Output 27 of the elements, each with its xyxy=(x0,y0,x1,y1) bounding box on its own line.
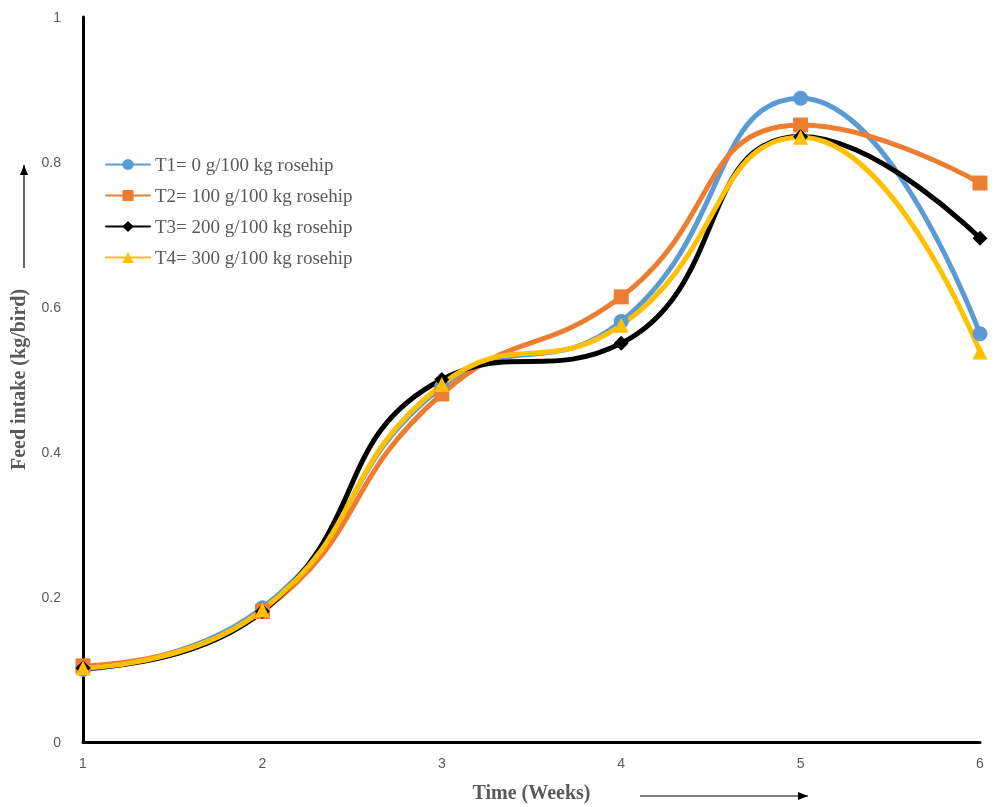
legend-label: T3= 200 g/100 kg rosehip xyxy=(155,216,353,237)
x-tick-label: 3 xyxy=(437,755,446,771)
point xyxy=(972,175,988,191)
x-tick-label: 2 xyxy=(258,755,267,771)
x-tick-label: 1 xyxy=(79,755,88,771)
y-tick-label: 0 xyxy=(53,734,62,750)
point xyxy=(972,344,988,360)
y-axis-title: Feed intake (kg/bird) xyxy=(7,288,30,471)
point xyxy=(613,289,629,305)
y-tick-label: 0.6 xyxy=(41,299,62,315)
point xyxy=(793,90,809,106)
point xyxy=(972,230,988,246)
x-axis-title: Time (Weeks) xyxy=(472,781,591,804)
legend-label: T2= 100 g/100 kg rosehip xyxy=(155,185,353,206)
y-tick-label: 0.2 xyxy=(41,589,62,605)
x-tick-label: 6 xyxy=(976,755,985,771)
y-tick-label: 0.8 xyxy=(41,154,62,170)
point xyxy=(613,317,629,333)
legend-label: T1= 0 g/100 kg rosehip xyxy=(155,154,334,175)
x-tick-label: 5 xyxy=(796,755,805,771)
y-tick-label: 1 xyxy=(53,9,62,25)
y-tick-label: 0.4 xyxy=(41,444,62,460)
x-tick-label: 4 xyxy=(617,755,626,771)
point xyxy=(613,335,629,351)
point xyxy=(793,117,809,133)
point xyxy=(972,326,988,342)
legend-label: T4= 300 g/100 kg rosehip xyxy=(155,247,353,268)
